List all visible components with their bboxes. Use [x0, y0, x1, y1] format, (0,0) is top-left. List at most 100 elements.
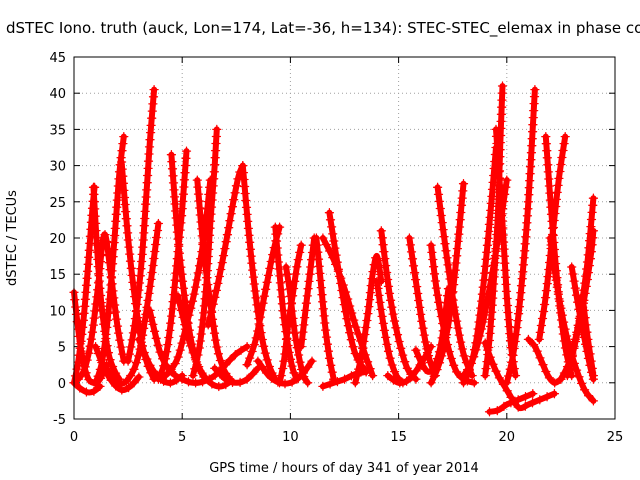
plus-marker — [491, 366, 501, 376]
plus-marker — [410, 274, 421, 285]
plus-marker — [402, 363, 412, 373]
plus-marker — [395, 378, 405, 388]
plus-marker — [342, 314, 352, 324]
plus-marker — [107, 266, 117, 276]
plus-marker — [210, 292, 220, 302]
plus-marker — [485, 352, 495, 362]
plus-marker — [322, 339, 333, 349]
plus-marker — [103, 243, 113, 254]
plus-marker — [324, 246, 335, 256]
plus-marker — [471, 345, 481, 355]
plus-marker — [99, 343, 109, 354]
plus-marker — [558, 317, 569, 327]
plus-marker — [316, 282, 326, 293]
plus-marker — [159, 361, 169, 371]
plus-marker — [148, 319, 158, 330]
plus-marker — [432, 290, 443, 300]
plus-marker — [275, 271, 285, 281]
plus-marker — [146, 312, 156, 323]
plus-marker — [358, 343, 368, 354]
plus-marker — [428, 254, 438, 265]
plus-marker — [318, 233, 328, 243]
plus-marker — [145, 135, 155, 145]
plus-marker — [496, 195, 506, 205]
y-tick-label: 10 — [49, 304, 66, 319]
plus-marker — [475, 331, 485, 341]
plus-marker — [362, 315, 372, 326]
plus-marker — [411, 366, 421, 376]
plus-marker — [186, 341, 196, 351]
plus-marker — [544, 264, 554, 275]
plus-marker — [112, 321, 123, 331]
plus-marker — [494, 373, 505, 383]
plus-marker — [492, 145, 503, 156]
plus-marker — [318, 381, 328, 392]
plus-marker — [492, 405, 502, 416]
plus-marker — [221, 237, 231, 247]
plus-marker — [563, 338, 573, 348]
plus-marker — [188, 370, 198, 381]
plus-marker — [556, 374, 566, 384]
plus-marker — [147, 106, 157, 116]
plus-marker — [505, 328, 515, 339]
plus-marker — [262, 355, 272, 365]
plus-marker — [89, 189, 99, 200]
plus-marker — [103, 308, 113, 318]
plus-marker — [95, 381, 105, 392]
plus-marker — [582, 327, 592, 337]
plus-marker — [502, 378, 512, 388]
plus-marker — [489, 265, 500, 275]
plus-marker — [180, 168, 190, 178]
plus-marker — [210, 363, 220, 373]
x-tick-label: 5 — [178, 430, 186, 445]
plus-marker — [570, 283, 580, 293]
plus-marker — [115, 379, 125, 389]
plus-marker — [554, 173, 564, 184]
plus-marker — [251, 333, 261, 343]
plus-marker — [258, 298, 268, 308]
y-axis-ticks: -5 0 5 10 15 20 25 30 35 40 45 — [49, 51, 615, 428]
plus-marker — [72, 317, 82, 327]
plus-marker — [378, 240, 388, 250]
plus-marker — [109, 237, 119, 248]
plus-marker — [73, 374, 83, 384]
plus-marker — [541, 131, 551, 142]
plus-marker — [266, 256, 276, 267]
plus-marker — [80, 301, 90, 311]
plus-marker — [334, 271, 345, 282]
plus-marker — [222, 230, 233, 240]
plus-marker — [551, 194, 562, 205]
x-axis-label: GPS time / hours of day 341 of year 2014 — [209, 461, 479, 476]
plus-marker — [458, 370, 469, 381]
plus-marker — [482, 247, 492, 257]
plus-marker — [521, 232, 531, 242]
plus-marker — [423, 351, 434, 361]
plus-marker — [389, 316, 400, 326]
plus-marker — [124, 349, 135, 359]
plus-marker — [513, 402, 523, 412]
plus-marker — [76, 336, 86, 346]
plus-marker — [427, 247, 437, 258]
plus-marker — [210, 335, 221, 345]
plus-marker — [394, 336, 404, 347]
plus-marker — [90, 211, 100, 221]
plus-marker — [387, 302, 397, 312]
plus-marker — [487, 184, 498, 195]
plus-marker — [560, 131, 570, 142]
plus-marker — [74, 350, 84, 360]
plus-marker — [125, 249, 135, 259]
plus-marker — [190, 282, 201, 292]
plus-marker — [542, 392, 552, 402]
plus-marker — [374, 262, 385, 273]
plus-marker — [401, 376, 412, 386]
plus-marker — [330, 243, 340, 253]
plus-marker — [123, 235, 133, 245]
plus-marker — [212, 124, 222, 135]
plus-marker — [348, 342, 358, 352]
plus-marker — [513, 309, 524, 319]
plus-marker — [514, 302, 525, 312]
plus-marker — [485, 212, 495, 223]
plus-marker — [566, 357, 576, 367]
plus-marker — [588, 193, 599, 203]
plus-marker — [586, 356, 596, 366]
